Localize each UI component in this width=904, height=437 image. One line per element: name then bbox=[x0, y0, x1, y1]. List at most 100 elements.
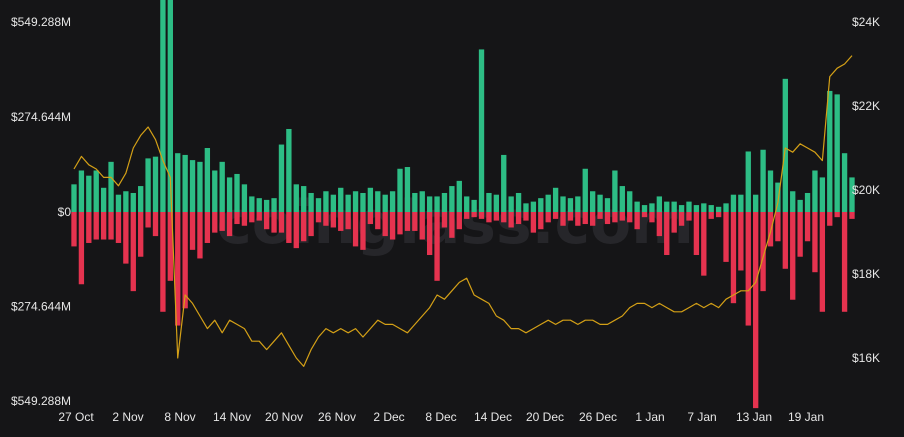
bar-short-60 bbox=[515, 212, 522, 225]
bar-long-31 bbox=[301, 186, 307, 212]
bar-short-19 bbox=[212, 212, 218, 233]
bar-long-50 bbox=[441, 192, 448, 212]
bar-long-72 bbox=[604, 198, 611, 212]
x-tick-label: 7 Jan bbox=[687, 410, 716, 424]
bar-short-76 bbox=[634, 212, 640, 230]
bar-long-13 bbox=[167, 0, 173, 213]
bar-short-36 bbox=[338, 212, 344, 231]
bar-short-10 bbox=[145, 212, 151, 228]
bar-long-35 bbox=[330, 194, 336, 212]
y-right-tick-label: $16K bbox=[852, 351, 880, 365]
bar-short-57 bbox=[493, 212, 500, 221]
bar-short-93 bbox=[760, 212, 766, 292]
bar-long-17 bbox=[197, 161, 203, 212]
bar-short-42 bbox=[382, 212, 388, 237]
bar-long-26 bbox=[263, 199, 270, 212]
bar-short-78 bbox=[649, 212, 655, 223]
bar-long-29 bbox=[286, 128, 292, 212]
y-axis-right: $24K $22K $20K $18K $16K bbox=[852, 15, 880, 365]
bar-long-39 bbox=[360, 192, 366, 212]
bar-long-82 bbox=[678, 205, 685, 212]
bar-long-87 bbox=[715, 206, 722, 212]
bar-short-40 bbox=[367, 212, 374, 225]
bar-long-44 bbox=[397, 168, 403, 212]
bar-short-18 bbox=[204, 212, 211, 243]
bar-short-100 bbox=[812, 212, 818, 273]
bar-long-90 bbox=[738, 194, 744, 212]
y-left-tick-label: $549.288M bbox=[11, 15, 71, 29]
bar-long-36 bbox=[338, 187, 344, 212]
bar-short-95 bbox=[775, 212, 781, 242]
bar-short-39 bbox=[360, 212, 366, 250]
bar-short-5 bbox=[108, 212, 114, 240]
bar-short-70 bbox=[590, 212, 596, 226]
bar-long-63 bbox=[538, 198, 544, 212]
bar-long-71 bbox=[597, 194, 603, 212]
bar-short-31 bbox=[301, 212, 307, 242]
x-tick-label: 19 Jan bbox=[788, 410, 824, 424]
bar-long-54 bbox=[471, 199, 477, 212]
bar-long-7 bbox=[123, 191, 129, 212]
bar-short-99 bbox=[804, 212, 811, 242]
bar-long-34 bbox=[323, 191, 329, 212]
bar-short-65 bbox=[552, 212, 559, 219]
bar-long-74 bbox=[619, 186, 625, 212]
bar-short-83 bbox=[686, 212, 692, 221]
bar-long-37 bbox=[345, 194, 351, 212]
bar-long-98 bbox=[797, 199, 803, 212]
bar-long-86 bbox=[708, 205, 714, 212]
bar-short-88 bbox=[723, 212, 729, 262]
bar-short-55 bbox=[478, 212, 485, 219]
y-right-tick-label: $24K bbox=[852, 15, 880, 29]
x-tick-label: 20 Nov bbox=[265, 410, 303, 424]
bar-long-84 bbox=[693, 205, 700, 212]
bar-long-101 bbox=[819, 177, 826, 212]
bar-long-6 bbox=[115, 194, 122, 212]
bar-long-47 bbox=[419, 191, 425, 212]
bar-long-5 bbox=[108, 161, 114, 212]
x-tick-label: 1 Jan bbox=[635, 410, 664, 424]
bar-long-46 bbox=[412, 192, 418, 212]
bar-long-85 bbox=[701, 203, 707, 212]
x-tick-label: 8 Nov bbox=[164, 410, 195, 424]
bar-long-70 bbox=[590, 191, 596, 212]
bar-short-75 bbox=[627, 212, 633, 223]
bar-long-33 bbox=[315, 198, 322, 212]
bar-long-77 bbox=[641, 205, 648, 212]
y-right-tick-label: $20K bbox=[852, 183, 880, 197]
bar-short-71 bbox=[597, 212, 603, 219]
bar-short-51 bbox=[449, 212, 455, 238]
bar-short-43 bbox=[389, 212, 396, 240]
bar-long-3 bbox=[93, 170, 99, 212]
bar-short-86 bbox=[708, 212, 714, 219]
bar-long-42 bbox=[382, 194, 388, 212]
bar-short-101 bbox=[819, 212, 826, 312]
bar-long-41 bbox=[375, 191, 381, 212]
bar-long-88 bbox=[723, 203, 729, 212]
bar-long-27 bbox=[271, 198, 277, 212]
bar-short-68 bbox=[575, 212, 581, 226]
bar-long-99 bbox=[804, 192, 811, 212]
bar-short-104 bbox=[841, 212, 848, 312]
bar-short-85 bbox=[701, 212, 707, 276]
bar-long-62 bbox=[530, 201, 537, 212]
bar-short-20 bbox=[219, 212, 225, 231]
y-left-tick-label: $0 bbox=[58, 205, 72, 219]
bar-long-59 bbox=[508, 196, 514, 212]
bar-short-72 bbox=[604, 212, 611, 225]
bar-series bbox=[71, 0, 855, 409]
bar-long-103 bbox=[834, 94, 840, 212]
bar-long-32 bbox=[308, 192, 314, 212]
bar-short-4 bbox=[100, 212, 107, 240]
x-tick-label: 14 Nov bbox=[213, 410, 251, 424]
bar-long-20 bbox=[219, 161, 225, 212]
x-tick-label: 2 Nov bbox=[112, 410, 143, 424]
bar-long-81 bbox=[671, 201, 677, 212]
bar-short-15 bbox=[182, 212, 188, 309]
bar-long-68 bbox=[575, 196, 581, 212]
x-tick-label: 27 Oct bbox=[58, 410, 94, 424]
y-right-tick-label: $18K bbox=[852, 267, 880, 281]
bar-short-27 bbox=[271, 212, 277, 233]
bar-long-16 bbox=[189, 160, 196, 212]
bar-long-78 bbox=[649, 203, 655, 212]
